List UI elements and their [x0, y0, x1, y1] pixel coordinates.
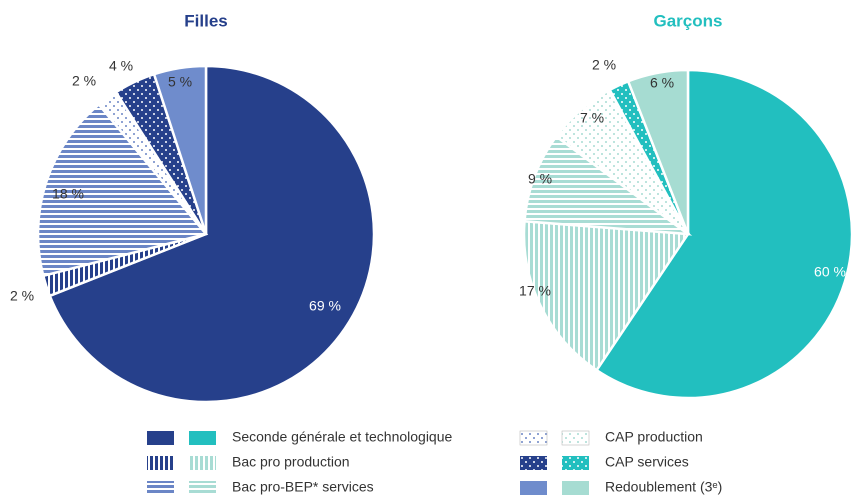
legend-swatch: [520, 456, 547, 470]
legend-swatch: [147, 481, 174, 495]
pie-slice: [48, 64, 376, 404]
pie-slice: [626, 68, 690, 235]
pie-slice: [36, 102, 209, 278]
pie-slice: [152, 64, 208, 235]
pie-slice: [522, 219, 691, 372]
slice-label: 2 %: [10, 288, 34, 304]
legend-label: CAP production: [605, 429, 703, 445]
slice-label: 69 %: [309, 298, 341, 314]
slice-label: 5 %: [168, 74, 192, 90]
slice-label: 2 %: [592, 57, 616, 73]
legend-label: Bac pro-BEP* services: [232, 479, 374, 495]
legend-swatch: [519, 430, 548, 446]
slice-label: 6 %: [650, 75, 674, 91]
slice-label: 7 %: [580, 110, 604, 126]
pie-slice: [523, 134, 693, 236]
legend-swatch: [189, 431, 216, 445]
legend-label: Seconde générale et technologique: [232, 429, 453, 445]
legend-label: Bac pro production: [232, 454, 350, 470]
slice-label: 60 %: [814, 264, 846, 280]
legend-swatch: [147, 456, 174, 470]
pie-slice: [594, 68, 852, 400]
legend-swatch: [562, 481, 589, 495]
legend-swatch: [562, 456, 589, 470]
legend-swatch: [561, 430, 590, 446]
legend-label: Redoublement (3ᵉ): [605, 479, 722, 495]
slice-label: 9 %: [528, 171, 552, 187]
legend-label: CAP services: [605, 454, 689, 470]
slice-label: 4 %: [109, 58, 133, 74]
slice-label: 17 %: [519, 283, 551, 299]
legend-swatch: [147, 431, 174, 445]
legend-swatch: [520, 481, 547, 495]
slice-label: 2 %: [72, 73, 96, 89]
chart-title: Garçons: [654, 11, 723, 30]
slice-label: 18 %: [52, 186, 84, 202]
chart-title: Filles: [184, 11, 227, 30]
legend-swatch: [189, 456, 216, 470]
legend-swatch: [189, 481, 216, 495]
